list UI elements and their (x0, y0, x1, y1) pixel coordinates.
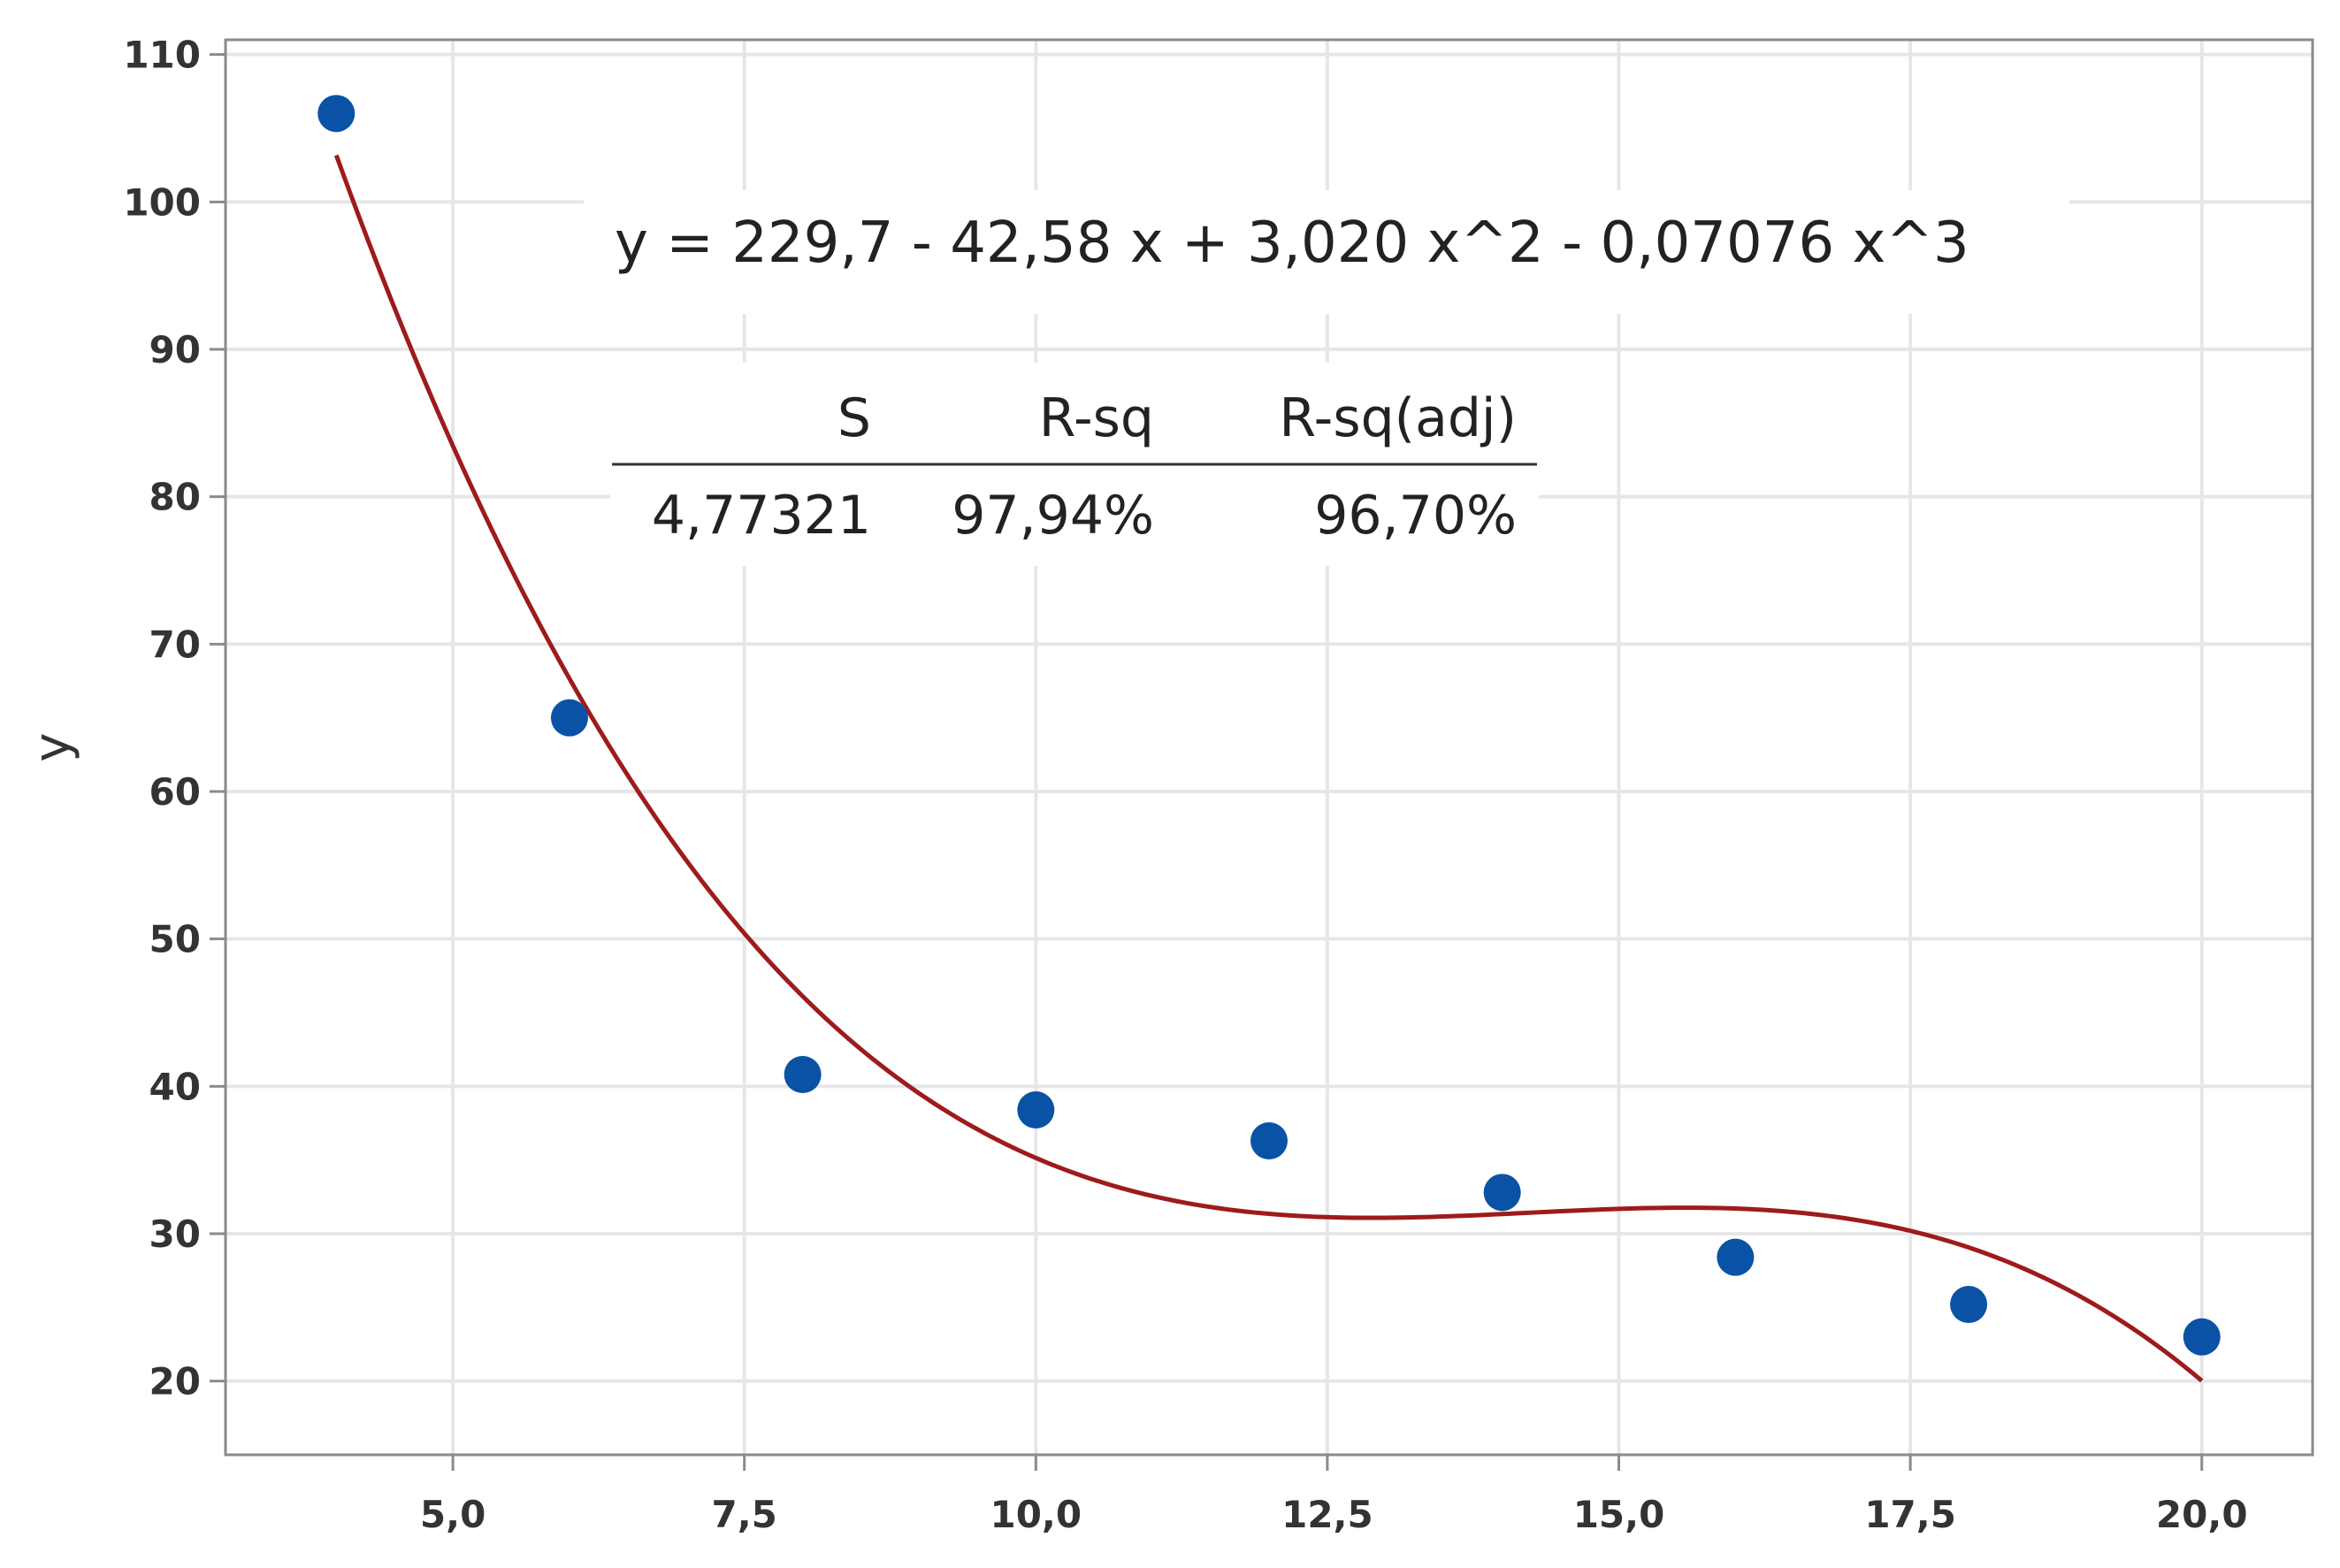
y-tick-label: 100 (123, 180, 201, 224)
plot-frame (224, 38, 2314, 1457)
x-tick-label: 15,0 (1573, 1493, 1665, 1536)
stats-value-rsq: 97,94% (952, 485, 1154, 547)
x-tick-label: 17,5 (1864, 1493, 1956, 1536)
x-tick-label: 7,5 (712, 1493, 777, 1536)
x-axis-ticks: 5,0 7,5 10,0 12,5 15,0 17,5 20,0 (420, 1455, 2248, 1536)
equation-backdrop (584, 190, 2069, 314)
y-tick-label: 90 (149, 328, 201, 371)
data-point (2183, 1318, 2221, 1356)
data-points (317, 95, 2221, 1356)
y-tick-label: 40 (149, 1065, 201, 1108)
data-point (784, 1056, 822, 1093)
regression-equation: y = 229,7 - 42,58 x + 3,020 x^2 - 0,0707… (615, 210, 1969, 276)
data-point (1950, 1286, 1988, 1323)
data-point (1250, 1122, 1288, 1159)
data-point (550, 699, 588, 737)
y-tick-label: 50 (149, 918, 201, 961)
y-tick-label: 70 (149, 623, 201, 666)
y-tick-label: 110 (123, 34, 201, 77)
y-tick-label: 60 (149, 770, 201, 814)
data-point (1717, 1238, 1755, 1276)
stats-header-rsq: R-sq (1039, 387, 1154, 449)
data-point (1017, 1091, 1055, 1128)
y-axis-ticks: 20 30 40 50 60 70 80 90 100 110 (123, 34, 226, 1404)
stats-table: S R-sq R-sq(adj) 4,77321 97,94% 96,70% (612, 387, 1537, 547)
x-tick-label: 5,0 (420, 1493, 486, 1536)
x-tick-label: 20,0 (2156, 1493, 2248, 1536)
grid-lines (226, 40, 2313, 1455)
y-tick-label: 20 (149, 1360, 201, 1404)
y-axis-title: y (24, 732, 81, 761)
stats-header-s: S (837, 387, 871, 449)
x-tick-label: 10,0 (990, 1493, 1082, 1536)
fit-curve (333, 154, 2204, 1383)
data-point (1483, 1174, 1521, 1212)
x-tick-label: 12,5 (1281, 1493, 1373, 1536)
stats-value-rsq-adj: 96,70% (1314, 485, 1517, 547)
y-tick-label: 30 (149, 1212, 201, 1256)
stats-header-rsq-adj: R-sq(adj) (1279, 387, 1517, 449)
stats-value-s: 4,77321 (652, 485, 871, 547)
y-tick-label: 80 (149, 476, 201, 519)
data-point (317, 95, 356, 133)
